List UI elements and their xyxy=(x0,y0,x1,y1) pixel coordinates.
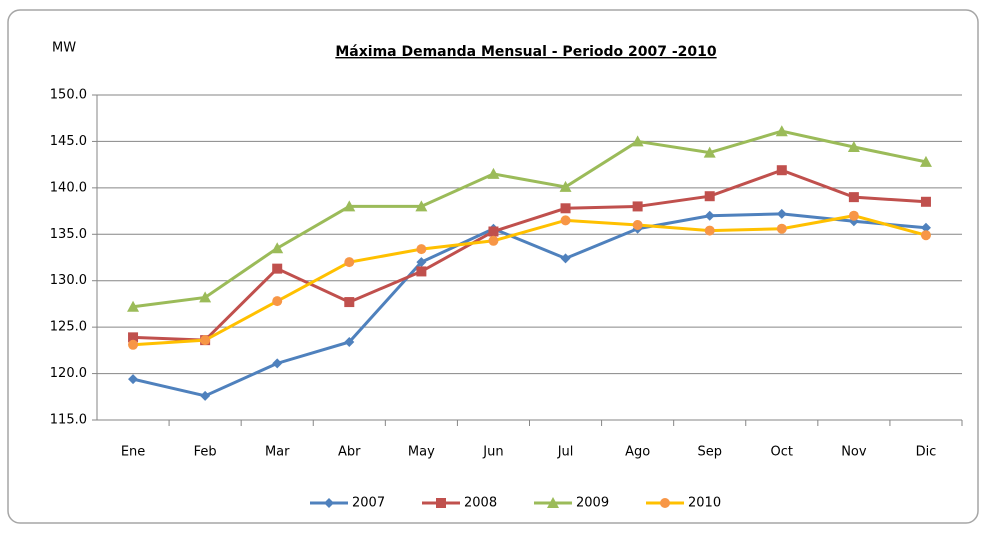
x-tick-label: Ene xyxy=(121,445,145,460)
data-point xyxy=(200,390,211,401)
data-point xyxy=(488,235,499,246)
data-point xyxy=(272,358,283,369)
data-point xyxy=(920,230,931,241)
data-point xyxy=(128,339,139,350)
data-point xyxy=(704,225,715,236)
legend-marker xyxy=(436,498,446,508)
series-line xyxy=(132,129,927,309)
data-point xyxy=(199,291,212,303)
data-point xyxy=(271,242,284,254)
x-tick-label: May xyxy=(408,445,435,460)
x-tick-label: Ago xyxy=(625,445,650,460)
data-point xyxy=(200,335,211,346)
series-line xyxy=(132,212,927,398)
x-tick-label: Nov xyxy=(841,445,867,460)
data-point xyxy=(416,266,427,277)
y-tick-label: 150.0 xyxy=(50,88,87,103)
data-point xyxy=(272,263,283,274)
data-point xyxy=(560,203,571,214)
y-axis-label: MW xyxy=(52,41,76,56)
x-tick-label: Feb xyxy=(194,445,217,460)
x-tick-label: Dic xyxy=(916,445,937,460)
series-line xyxy=(132,214,927,347)
data-point xyxy=(704,210,715,221)
data-point xyxy=(416,244,427,255)
y-tick-label: 115.0 xyxy=(50,413,87,428)
data-point xyxy=(416,257,427,268)
data-point xyxy=(343,200,356,212)
data-point xyxy=(703,146,716,158)
series-line xyxy=(132,168,927,342)
y-tick-label: 140.0 xyxy=(50,180,87,195)
data-point xyxy=(344,337,355,347)
chart-title: Máxima Demanda Mensual - Periodo 2007 -2… xyxy=(335,44,717,60)
x-tick-label: Abr xyxy=(338,445,361,460)
data-point xyxy=(560,253,571,264)
data-point xyxy=(488,226,499,237)
data-point xyxy=(775,125,788,137)
legend-marker xyxy=(547,497,559,508)
legend-label: 2009 xyxy=(576,496,609,511)
legend-label: 2010 xyxy=(688,496,721,511)
data-point xyxy=(919,155,932,167)
legend-marker xyxy=(660,498,670,508)
data-point xyxy=(344,257,355,268)
data-point xyxy=(776,165,787,176)
data-point xyxy=(272,296,283,307)
x-tick-label: Oct xyxy=(771,445,793,460)
data-point xyxy=(847,141,860,152)
x-tick-label: Jun xyxy=(482,445,503,460)
data-point xyxy=(128,332,139,343)
y-tick-label: 120.0 xyxy=(50,366,87,381)
data-point xyxy=(128,374,139,385)
data-point xyxy=(559,180,572,192)
legend-marker xyxy=(324,498,334,508)
x-tick-label: Mar xyxy=(265,445,290,460)
data-point xyxy=(848,192,859,203)
data-point xyxy=(776,223,787,234)
x-tick-label: Jul xyxy=(557,445,574,460)
chart-frame xyxy=(7,9,979,524)
data-point xyxy=(415,200,428,212)
data-point xyxy=(631,135,644,147)
legend-label: 2008 xyxy=(464,496,497,511)
x-tick-label: Sep xyxy=(697,445,722,460)
y-tick-label: 130.0 xyxy=(50,273,87,288)
data-point xyxy=(704,191,715,202)
data-point xyxy=(632,201,643,212)
data-point xyxy=(776,208,787,219)
data-point xyxy=(920,196,931,207)
y-tick-label: 145.0 xyxy=(50,134,87,149)
data-point xyxy=(632,220,643,230)
legend-label: 2007 xyxy=(352,496,385,511)
data-point xyxy=(848,210,859,221)
data-point xyxy=(487,167,500,179)
y-tick-label: 135.0 xyxy=(50,227,87,242)
data-point xyxy=(560,215,571,226)
data-point xyxy=(344,297,355,308)
data-point xyxy=(127,300,140,312)
y-tick-label: 125.0 xyxy=(50,320,87,335)
data-point xyxy=(920,222,931,233)
